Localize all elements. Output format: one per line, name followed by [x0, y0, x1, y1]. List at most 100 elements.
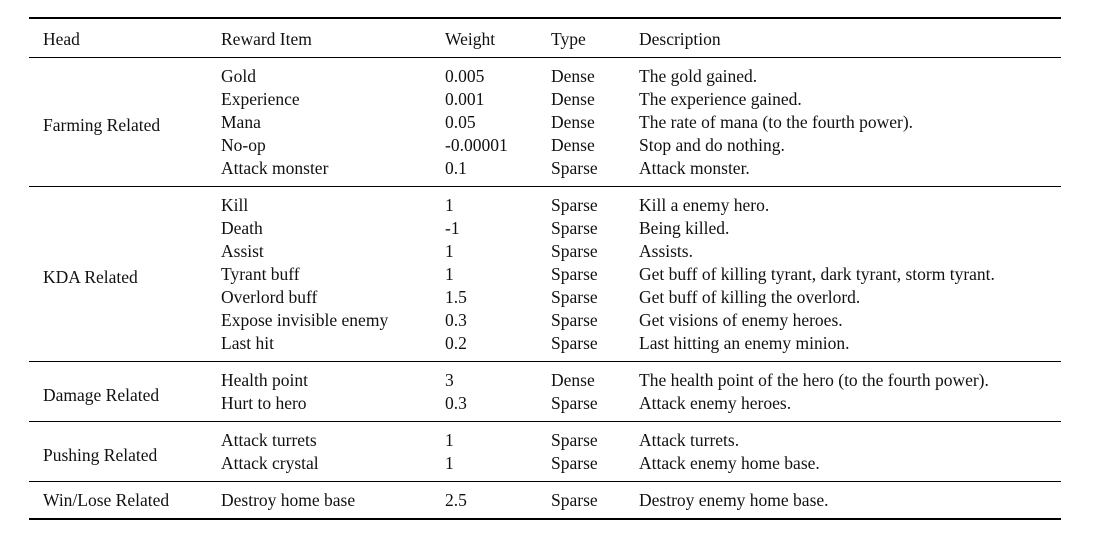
reward-item-cell: Kill — [221, 195, 249, 215]
table-row: No-op -0.00001 Dense Stop and do nothing. — [29, 134, 1061, 157]
description-cell: Last hitting an enemy minion. — [639, 333, 850, 353]
table-row: Assist 1 Sparse Assists. — [29, 240, 1061, 263]
reward-item-cell: Last hit — [221, 333, 274, 353]
description-cell: Get buff of killing tyrant, dark tyrant,… — [639, 264, 995, 284]
weight-cell: 0.3 — [445, 393, 467, 413]
reward-item-cell: Expose invisible enemy — [221, 310, 389, 330]
type-cell: Dense — [551, 112, 595, 132]
group-head-cell: Win/Lose Related — [43, 490, 170, 510]
reward-item-cell: Tyrant buff — [221, 264, 300, 284]
description-cell: Kill a enemy hero. — [639, 195, 770, 215]
type-cell: Sparse — [551, 333, 598, 353]
header-weight: Weight — [445, 29, 496, 49]
header-row: Head Reward Item Weight Type Description — [29, 18, 1061, 58]
table-row: Hurt to hero 0.3 Sparse Attack enemy heroes… — [29, 392, 1061, 422]
reward-item-cell: No-op — [221, 135, 266, 155]
type-cell: Sparse — [551, 287, 598, 307]
description-cell: Being killed. — [639, 218, 730, 238]
group-head-cell: Damage Related — [43, 384, 160, 405]
group-head-cell: Farming Related — [43, 115, 161, 135]
weight-cell: 0.3 — [445, 310, 467, 330]
type-cell: Sparse — [551, 158, 598, 178]
reward-group: Farming Related Gold 0.005 Dense The gold ga… — [29, 58, 1061, 187]
table-row: Mana 0.05 Dense The rate of mana (to the fo… — [29, 111, 1061, 134]
reward-item-cell: Health point — [221, 370, 308, 390]
table-header: Head Reward Item Weight Type Description — [29, 18, 1061, 58]
weight-cell: 3 — [445, 370, 454, 390]
type-cell: Sparse — [551, 264, 598, 284]
type-cell: Sparse — [551, 393, 598, 413]
description-cell: Attack turrets. — [639, 430, 740, 450]
description-cell: Destroy enemy home base. — [639, 490, 829, 510]
table-row: Win/Lose Related Destroy home base 2.5 Spar… — [29, 482, 1061, 520]
reward-item-cell: Assist — [221, 241, 264, 261]
table-row: Expose invisible enemy 0.3 Sparse Get visio… — [29, 309, 1061, 332]
weight-cell: 0.001 — [445, 89, 485, 109]
table-row: Farming Related Gold 0.005 Dense The gold ga… — [29, 58, 1061, 135]
description-cell: The experience gained. — [639, 89, 802, 109]
type-cell: Sparse — [551, 310, 598, 330]
reward-table: Head Reward Item Weight Type Description… — [29, 17, 1061, 520]
reward-item-cell: Overlord buff — [221, 287, 318, 307]
type-cell: Dense — [551, 89, 595, 109]
description-cell: Get visions of enemy heroes. — [639, 310, 843, 330]
type-cell: Dense — [551, 135, 595, 155]
type-cell: Dense — [551, 370, 595, 390]
type-cell: Sparse — [551, 490, 598, 510]
weight-cell: 0.1 — [445, 158, 467, 178]
header-head: Head — [43, 29, 80, 49]
header-description: Description — [639, 29, 721, 49]
description-cell: Stop and do nothing. — [639, 135, 785, 155]
reward-item-cell: Attack turrets — [221, 430, 317, 450]
description-cell: Get buff of killing the overlord. — [639, 287, 861, 307]
table-row: Overlord buff 1.5 Sparse Get buff of killin… — [29, 286, 1061, 309]
description-cell: The gold gained. — [639, 66, 758, 86]
table-row: Pushing Related Attack turrets 1 Sparse Atta… — [29, 422, 1061, 465]
description-cell: Assists. — [639, 241, 693, 261]
reward-item-cell: Experience — [221, 89, 300, 109]
group-head-cell: KDA Related — [43, 267, 138, 287]
type-cell: Sparse — [551, 218, 598, 238]
weight-cell: -1 — [445, 218, 460, 238]
header-reward-item: Reward Item — [221, 29, 312, 49]
table-row: Attack crystal 1 Sparse Attack enemy home b… — [29, 452, 1061, 482]
reward-item-cell: Destroy home base — [221, 490, 356, 510]
table-row: Experience 0.001 Dense The experience gaine… — [29, 88, 1061, 111]
reward-group: Win/Lose Related Destroy home base 2.5 Spar… — [29, 482, 1061, 520]
description-cell: Attack monster. — [639, 158, 750, 178]
description-cell: The rate of mana (to the fourth power). — [639, 112, 914, 132]
reward-item-cell: Hurt to hero — [221, 393, 307, 413]
table-row: Last hit 0.2 Sparse Last hitting an enemy m… — [29, 332, 1061, 362]
type-cell: Sparse — [551, 241, 598, 261]
table-row: Death -1 Sparse Being killed. — [29, 217, 1061, 240]
group-head-cell: Pushing Related — [43, 444, 158, 465]
type-cell: Sparse — [551, 453, 598, 473]
type-cell: Sparse — [551, 430, 598, 450]
type-cell: Dense — [551, 66, 595, 86]
table-row: Attack monster 0.1 Sparse Attack monster. — [29, 157, 1061, 187]
weight-cell: 1 — [445, 430, 454, 450]
table-row: Tyrant buff 1 Sparse Get buff of killing ty… — [29, 263, 1061, 286]
description-cell: Attack enemy home base. — [639, 453, 820, 473]
weight-cell: 1.5 — [445, 287, 467, 307]
reward-item-cell: Attack monster — [221, 158, 329, 178]
table-row: KDA Related Kill 1 Sparse Kill a enemy hero. — [29, 187, 1061, 287]
description-cell: The health point of the hero (to the fou… — [639, 370, 989, 390]
reward-item-cell: Mana — [221, 112, 261, 132]
weight-cell: 0.005 — [445, 66, 485, 86]
type-cell: Sparse — [551, 195, 598, 215]
weight-cell: 1 — [445, 264, 454, 284]
description-cell: Attack enemy heroes. — [639, 393, 792, 413]
reward-item-cell: Gold — [221, 66, 256, 86]
weight-cell: 2.5 — [445, 490, 467, 510]
reward-item-cell: Death — [221, 218, 263, 238]
weight-cell: 0.05 — [445, 112, 476, 132]
reward-group: Pushing Related Attack turrets 1 Sparse Atta… — [29, 422, 1061, 482]
weight-cell: 0.2 — [445, 333, 467, 353]
reward-item-cell: Attack crystal — [221, 453, 319, 473]
reward-group: KDA Related Kill 1 Sparse Kill a enemy hero.… — [29, 187, 1061, 362]
weight-cell: 1 — [445, 453, 454, 473]
reward-table-container: Head Reward Item Weight Type Description… — [29, 17, 1061, 520]
reward-group: Damage Related Health point 3 Dense The heal… — [29, 362, 1061, 422]
weight-cell: -0.00001 — [445, 135, 508, 155]
